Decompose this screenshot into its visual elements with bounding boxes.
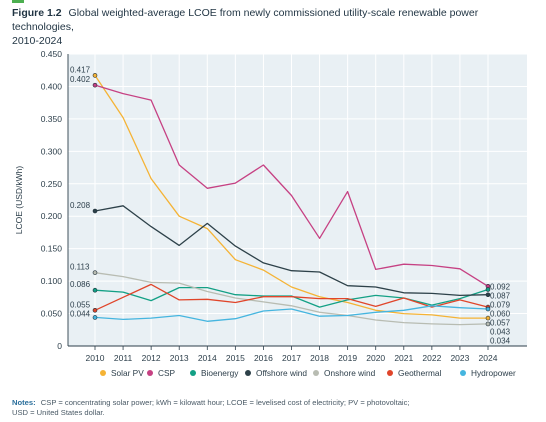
- data-label: 0.060: [490, 309, 511, 318]
- series-line-solar-pv: [94, 75, 488, 319]
- x-tick-label: 2011: [114, 353, 133, 363]
- legend-marker: [245, 370, 251, 376]
- value-marker: [92, 82, 98, 88]
- value-marker: [92, 270, 98, 275]
- x-tick-label: 2022: [422, 353, 441, 363]
- x-tick-label: 2014: [198, 353, 217, 363]
- legend-label: Bioenergy: [201, 368, 239, 378]
- figure-notes: Notes: CSP = concentrating solar power; …: [12, 398, 537, 418]
- x-tick-label: 2024: [479, 353, 498, 363]
- y-tick-label: 0.400: [41, 81, 63, 91]
- series-line-bioenergy: [94, 286, 489, 308]
- figure-label: Figure 1.2: [12, 7, 62, 19]
- lcoe-line-chart: 0 0.050 0.100 0.150 0.200 0.250 0.300 0.350 0.40…: [14, 49, 527, 378]
- data-label: 0.208: [70, 201, 91, 210]
- figure-caption: Figure 1.2 Global weighted-average LCOE …: [12, 6, 537, 48]
- x-tick-label: 2023: [450, 353, 469, 363]
- notes-line1: CSP = concentrating solar power; kWh = k…: [40, 398, 410, 407]
- data-label: 0.417: [70, 65, 91, 74]
- value-marker: [485, 292, 491, 298]
- figure-title-line1: Global weighted-average LCOE from newly …: [12, 7, 479, 33]
- value-marker: [485, 287, 491, 292]
- value-marker: [92, 315, 98, 320]
- legend-label: Offshore wind: [256, 368, 307, 378]
- legend-marker: [100, 370, 106, 376]
- legend-marker: [190, 370, 196, 376]
- data-label: 0.044: [70, 309, 91, 318]
- x-tick-label: 2012: [142, 353, 161, 363]
- figure-title-line2: 2010-2024: [12, 35, 63, 47]
- legend-marker: [147, 370, 153, 376]
- x-tick-label: 2017: [282, 353, 301, 363]
- data-label: 0.087: [490, 291, 511, 300]
- legend-marker: [387, 370, 393, 376]
- value-marker: [485, 321, 491, 327]
- x-tick-label: 2021: [394, 353, 413, 363]
- legend-label: Solar PV: [111, 368, 144, 378]
- y-tick-label: 0.100: [41, 276, 63, 286]
- data-label: 0.113: [70, 263, 90, 272]
- x-tick-label: 2018: [310, 353, 329, 363]
- series-line-onshore-wind: [94, 272, 489, 326]
- x-tick-label: 2010: [86, 353, 105, 363]
- y-tick-label: 0.350: [41, 114, 63, 124]
- x-tick-label: 2015: [226, 353, 245, 363]
- y-tick-label: 0: [57, 341, 62, 351]
- notes-line2: USD = United States dollar.: [12, 408, 105, 417]
- series-line-hydropower: [94, 305, 489, 322]
- axes: 0 0.050 0.100 0.150 0.200 0.250 0.300 0.350 0.40…: [41, 49, 527, 363]
- plot-area: [68, 54, 527, 346]
- x-tick-label: 2020: [366, 353, 385, 363]
- series-line-offshore-wind: [94, 205, 489, 297]
- y-tick-label: 0.450: [41, 49, 63, 59]
- legend-marker: [313, 370, 319, 376]
- data-label: 0.043: [490, 327, 511, 336]
- data-label: 0.057: [490, 318, 511, 327]
- y-axis-label: LCOE (USD/kWh): [14, 166, 24, 235]
- series-lines: [94, 75, 489, 326]
- data-label: 0.092: [490, 282, 511, 291]
- y-tick-label: 0.050: [41, 309, 63, 319]
- y-tick-label: 0.150: [41, 244, 63, 254]
- data-label: 0.086: [70, 280, 91, 289]
- y-tick-label: 0.250: [41, 179, 63, 189]
- figure-accent-mark: [12, 0, 24, 3]
- legend-label: Hydropower: [471, 368, 516, 378]
- value-marker: [92, 73, 98, 78]
- value-marker: [485, 315, 491, 321]
- legend-label: Onshore wind: [324, 368, 376, 378]
- y-tick-label: 0.200: [41, 211, 63, 221]
- x-tick-label: 2019: [338, 353, 357, 363]
- data-label: 0.079: [490, 300, 511, 309]
- legend: Solar PV CSP Bioenergy Offshore wind Onshore…: [100, 368, 516, 378]
- series-line-geothermal: [94, 283, 489, 311]
- chart-container: 0 0.050 0.100 0.150 0.200 0.250 0.300 0.350 0.40…: [0, 46, 546, 396]
- legend-label: CSP: [158, 368, 176, 378]
- notes-label: Notes:: [12, 398, 36, 407]
- x-tick-label: 2013: [170, 353, 189, 363]
- value-marker: [485, 306, 491, 312]
- series-line-csp: [94, 84, 489, 287]
- legend-label: Geothermal: [398, 368, 442, 378]
- value-marker: [92, 287, 98, 293]
- data-label: 0.034: [490, 336, 511, 345]
- annotation-markers: [92, 73, 491, 327]
- legend-marker: [460, 370, 466, 376]
- y-tick-label: 0.300: [41, 146, 63, 156]
- data-label: 0.402: [70, 75, 91, 84]
- data-label: 0.055: [70, 300, 91, 309]
- x-tick-label: 2016: [254, 353, 273, 363]
- value-marker: [92, 208, 98, 214]
- value-marker: [92, 308, 98, 313]
